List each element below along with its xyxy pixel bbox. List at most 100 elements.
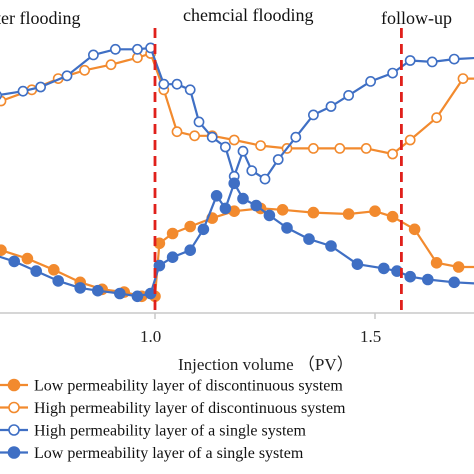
series-3-line (0, 46, 474, 181)
series-4-point (30, 265, 43, 277)
series-2-point (387, 148, 398, 160)
series-2-point (105, 59, 117, 71)
series-4-point (92, 284, 104, 297)
series-1-line (0, 207, 474, 298)
legend-label: High permeability layer of a single syst… (34, 423, 306, 440)
series-2-point (307, 142, 319, 154)
series-4-point (237, 192, 249, 205)
series-3-point (237, 145, 249, 157)
series-4-point (74, 282, 86, 294)
series-3 (0, 42, 474, 185)
series-1-point (21, 252, 34, 265)
series-1-point (452, 261, 465, 273)
series-4-point (303, 233, 315, 245)
legend-swatch-marker (7, 446, 21, 459)
series-1-point (47, 263, 60, 276)
series-2-point (255, 140, 266, 151)
series-3-point (110, 43, 121, 55)
series-2-point (457, 73, 469, 84)
series-2-point (431, 112, 442, 124)
phase-boundaries (153, 28, 403, 313)
series-1-point (184, 220, 196, 233)
series-4-point (263, 209, 276, 222)
series-3-point (448, 53, 460, 65)
series-3-point (343, 90, 354, 101)
series-4-point (404, 270, 417, 283)
series-1-point (342, 208, 355, 220)
legend-label: High permeability layer of discontinuous… (34, 400, 346, 417)
series-3-point (35, 81, 46, 93)
series-4-point (448, 276, 461, 289)
series-2-point (334, 142, 346, 154)
series-4-point (377, 262, 390, 275)
series-2-point (360, 142, 372, 154)
legend-label: Low permeability layer of discontinuous … (34, 378, 343, 395)
series-3-point (272, 154, 284, 165)
series-3-point (61, 70, 73, 82)
series-4-point (250, 199, 263, 212)
series-3-point (17, 85, 29, 97)
series-4-point (153, 259, 166, 272)
legend-label: Low permeability layer of a single syste… (34, 445, 304, 462)
series-3-point (158, 78, 170, 90)
series-4-point (228, 177, 240, 190)
legend-item-3: High permeability layer of a single syst… (0, 423, 306, 440)
series-1-point (276, 204, 289, 216)
series-4-point (219, 202, 232, 215)
series-1-point (166, 227, 179, 240)
series-3-point (290, 131, 302, 143)
x-tick-label-1-5: 1.5 (360, 327, 381, 346)
legend-swatch-marker (7, 378, 21, 392)
phase-label-followup: follow-up (381, 8, 452, 28)
series-1 (0, 202, 474, 303)
series-3-point (259, 173, 271, 185)
series-4-point (166, 251, 179, 264)
series-1-point (307, 206, 320, 219)
series-3-point (325, 101, 337, 112)
series-4-point (114, 287, 126, 300)
series-4-point (421, 273, 434, 286)
series-1-point (430, 256, 443, 269)
phase-label-chemical: chemcial flooding (183, 5, 313, 25)
series-4-point (351, 258, 364, 271)
series-3-point (246, 165, 258, 177)
series-3-point (307, 109, 319, 121)
series-3-point (88, 49, 99, 61)
series-3-point (219, 141, 231, 153)
series-4 (0, 177, 474, 303)
series-1-point (0, 244, 7, 256)
series-2-point (404, 134, 416, 146)
series-3-point (131, 43, 143, 55)
series-4-point (8, 255, 20, 268)
series-4-point (210, 190, 223, 202)
series-3-point (404, 55, 416, 66)
series-1-point (369, 205, 381, 217)
legend-item-4: Low permeability layer of a single syste… (0, 445, 304, 462)
series-2-point (171, 126, 183, 138)
series-2-point (189, 130, 200, 142)
series-4-line (0, 182, 474, 298)
series-4-point (281, 222, 293, 234)
legend: Low permeability layer of discontinuous … (0, 378, 346, 462)
series-layer (0, 42, 474, 303)
series-3-point (193, 116, 205, 128)
legend-item-2: High permeability layer of discontinuous… (0, 400, 346, 417)
legend-swatch-marker (8, 401, 20, 414)
legend-item-1: Low permeability layer of discontinuous … (0, 378, 343, 395)
series-3-point (0, 91, 2, 100)
series-2-point (79, 64, 90, 76)
series-3-point (365, 76, 376, 87)
legend-swatch-marker (8, 424, 20, 436)
phase-label-water: ter flooding (0, 8, 80, 28)
series-3-point (206, 131, 218, 143)
series-3-point (426, 56, 438, 68)
series-4-point (325, 240, 337, 252)
series-1-point (386, 210, 399, 223)
series-4-point (131, 290, 144, 303)
series-3-point (171, 78, 183, 90)
series-2-point (228, 134, 240, 146)
series-4-point (197, 223, 210, 236)
series-1-point (408, 223, 421, 236)
series-3-point (184, 84, 196, 96)
